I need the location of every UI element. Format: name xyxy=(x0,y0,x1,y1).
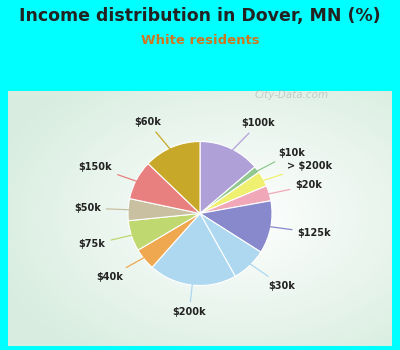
Wedge shape xyxy=(138,214,200,267)
Wedge shape xyxy=(128,198,200,221)
Text: $10k: $10k xyxy=(253,148,306,174)
Wedge shape xyxy=(200,172,266,214)
Text: $30k: $30k xyxy=(246,261,295,290)
Wedge shape xyxy=(152,214,235,286)
Text: $100k: $100k xyxy=(228,118,275,154)
Text: White residents: White residents xyxy=(141,34,259,47)
Text: $75k: $75k xyxy=(79,234,137,250)
Wedge shape xyxy=(128,214,200,250)
Wedge shape xyxy=(200,167,259,214)
Text: City-Data.com: City-Data.com xyxy=(255,90,329,99)
Text: $20k: $20k xyxy=(264,181,322,195)
Wedge shape xyxy=(200,186,271,214)
Text: $60k: $60k xyxy=(134,117,174,153)
Text: Income distribution in Dover, MN (%): Income distribution in Dover, MN (%) xyxy=(19,7,381,25)
Wedge shape xyxy=(130,163,200,214)
Text: $200k: $200k xyxy=(172,279,206,317)
Wedge shape xyxy=(200,214,261,276)
Text: > $200k: > $200k xyxy=(258,161,332,182)
Wedge shape xyxy=(200,201,272,252)
Wedge shape xyxy=(200,141,255,214)
Text: $50k: $50k xyxy=(74,203,134,213)
Wedge shape xyxy=(148,141,200,214)
Text: $125k: $125k xyxy=(265,226,331,238)
Text: $40k: $40k xyxy=(96,255,149,282)
Text: $150k: $150k xyxy=(78,162,141,183)
